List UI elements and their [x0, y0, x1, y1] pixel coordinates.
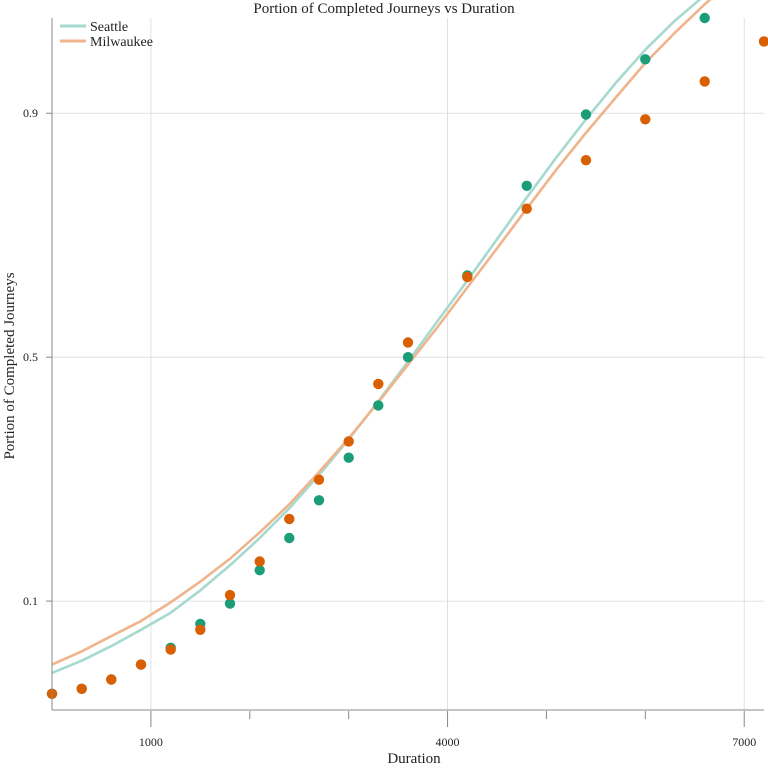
point-milwaukee-points — [699, 76, 710, 87]
point-milwaukee-points — [195, 624, 206, 635]
y-tick-label: 0.9 — [23, 106, 38, 120]
point-milwaukee-points — [580, 155, 592, 166]
point-milwaukee-points — [758, 36, 768, 47]
x-tick-label: 4000 — [436, 735, 460, 749]
y-axis-label: Portion of Completed Journeys — [2, 272, 18, 459]
point-milwaukee-points — [254, 556, 265, 567]
point-seattle-points — [521, 180, 532, 191]
point-milwaukee-points — [313, 474, 325, 485]
point-milwaukee-points — [106, 674, 117, 685]
point-seattle-points — [313, 495, 325, 506]
legend-label-seattle: Seattle — [90, 20, 128, 35]
curve-layer — [51, 0, 712, 675]
legend-label-milwaukee: Milwaukee — [90, 35, 153, 50]
point-milwaukee-points — [165, 644, 176, 655]
point-seattle-points — [224, 598, 236, 609]
point-milwaukee-points — [343, 436, 354, 447]
point-milwaukee-points — [373, 378, 384, 390]
y-tick-label: 0.1 — [23, 594, 38, 608]
curve-milwaukee — [51, 0, 712, 666]
point-milwaukee-points — [402, 337, 414, 348]
point-milwaukee-points — [640, 114, 651, 125]
y-tick-label: 0.5 — [23, 350, 38, 364]
axis-layer: 1000 4000 7000 0.1 0.5 0.9 — [23, 18, 764, 749]
point-milwaukee-points — [224, 589, 236, 601]
legend: Seattle Milwaukee — [60, 20, 153, 50]
point-seattle-points — [580, 109, 592, 120]
point-seattle-points — [284, 532, 295, 544]
point-milwaukee-points — [76, 683, 87, 694]
curve-seattle — [51, 0, 702, 675]
point-milwaukee-points — [462, 271, 473, 283]
point-seattle-points — [373, 400, 384, 411]
x-tick-label: 1000 — [139, 735, 163, 749]
point-milwaukee-points — [521, 203, 532, 214]
x-axis-label: Duration — [387, 751, 441, 767]
point-seattle-points — [343, 452, 354, 463]
point-milwaukee-points — [284, 513, 295, 525]
point-seattle-points — [699, 12, 710, 24]
point-seattle-points — [640, 54, 651, 65]
point-layer — [46, 12, 768, 699]
point-seattle-points — [402, 352, 414, 363]
point-seattle-points — [254, 565, 265, 576]
x-tick-label: 7000 — [732, 735, 756, 749]
point-milwaukee-points — [135, 659, 147, 670]
chart-title: Portion of Completed Journeys vs Duratio… — [253, 1, 515, 17]
